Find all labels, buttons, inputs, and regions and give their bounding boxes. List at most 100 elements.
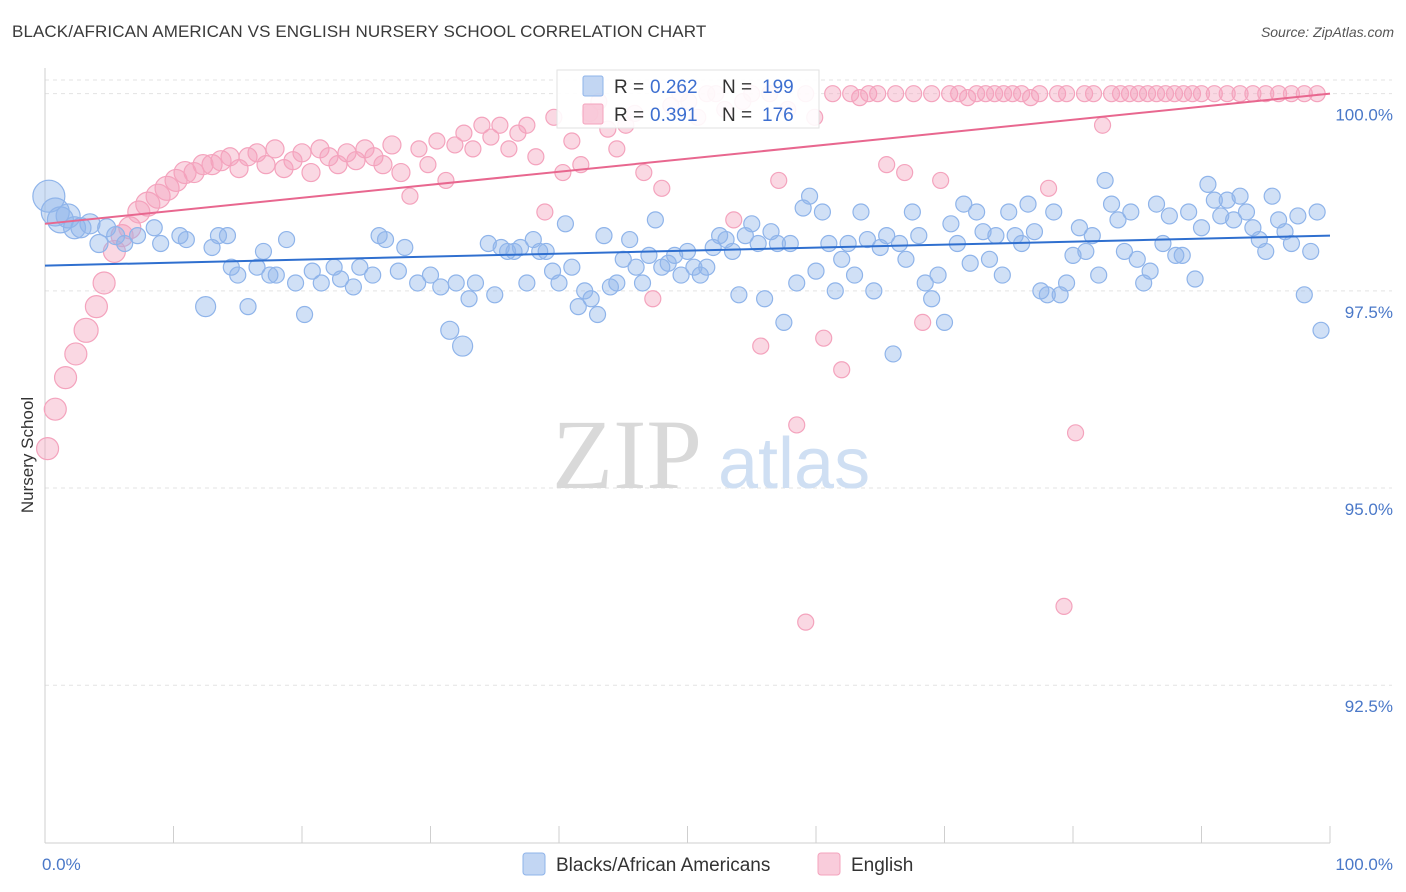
blacks-point <box>1128 250 1146 268</box>
blacks-point <box>440 320 460 340</box>
blacks-point <box>486 286 504 304</box>
axes <box>44 68 1331 844</box>
blacks-point <box>621 230 639 249</box>
legend-r-value-1: 0.262 <box>650 77 698 98</box>
blacks-point <box>595 227 613 245</box>
english-point <box>464 140 482 158</box>
blacks-point <box>1122 203 1140 221</box>
legend-label-blacks: Blacks/African Americans <box>556 855 770 876</box>
blacks-point <box>195 296 217 318</box>
english-point <box>878 156 896 174</box>
english-point <box>653 179 671 197</box>
x-tick-label: 0.0% <box>42 855 81 874</box>
y-tick-label: 97.5% <box>1345 303 1393 322</box>
blacks-point <box>1225 211 1243 229</box>
blacks-point <box>1295 286 1313 304</box>
english-point <box>959 89 977 107</box>
english-point <box>896 163 914 182</box>
english-point <box>473 116 491 134</box>
blacks-point <box>633 274 652 292</box>
blacks-point <box>852 203 870 221</box>
blacks-point <box>396 238 414 257</box>
blacks-trend-line <box>44 234 1331 267</box>
blacks-point <box>447 274 465 292</box>
english-point <box>527 148 545 166</box>
blacks-point <box>1115 242 1134 261</box>
blacks-point <box>968 203 986 221</box>
blacks-point <box>376 230 395 249</box>
english-point <box>1093 116 1112 134</box>
blacks-point <box>1199 175 1217 193</box>
blacks-point <box>813 203 832 221</box>
english-point <box>482 128 500 146</box>
english-point <box>1039 179 1058 197</box>
blacks-point <box>116 234 134 253</box>
blacks-point <box>903 203 921 221</box>
blacks-point <box>800 187 819 205</box>
english-point <box>1183 85 1202 103</box>
english-point <box>1147 85 1166 103</box>
english-point <box>797 613 815 631</box>
blacks-point <box>177 230 195 249</box>
blacks-point <box>152 234 170 253</box>
blacks-point <box>1212 207 1230 225</box>
english-point <box>1192 85 1211 103</box>
blacks-point <box>1025 223 1044 241</box>
blacks-point <box>145 219 163 237</box>
blacks-point <box>556 215 575 233</box>
blacks-point <box>1218 191 1236 209</box>
blacks-point <box>1312 321 1330 339</box>
y-tick-label: 95.0% <box>1345 500 1393 519</box>
blacks-point <box>531 242 549 261</box>
blacks-point <box>364 266 382 284</box>
english-point <box>842 85 860 103</box>
english-point <box>373 155 393 175</box>
blacks-point <box>1289 207 1307 225</box>
english-point <box>1048 85 1067 103</box>
english-point <box>1021 89 1040 107</box>
english-point <box>1111 85 1130 103</box>
english-point <box>725 211 743 229</box>
blacks-point <box>569 298 587 316</box>
english-trend-line <box>44 92 1331 225</box>
blacks-point <box>1167 246 1185 264</box>
english-point <box>410 140 428 158</box>
y-axis-label: Nursery School <box>18 397 37 513</box>
blacks-point <box>640 246 658 264</box>
blacks-point <box>755 290 774 308</box>
english-point <box>183 161 205 184</box>
blacks-point <box>627 258 645 276</box>
blacks-point <box>845 266 864 284</box>
legend-n-value-1: 199 <box>762 77 794 98</box>
blacks-point <box>890 234 909 253</box>
blacks-point <box>929 266 947 284</box>
legend-swatch-english <box>582 103 604 125</box>
blacks-point <box>1263 187 1281 205</box>
english-point <box>428 132 446 150</box>
blacks-point <box>218 227 237 245</box>
watermark-zip: ZIP <box>552 399 702 510</box>
blacks-point <box>935 313 954 332</box>
blacks-point <box>749 234 767 253</box>
english-point <box>905 85 923 103</box>
blacks-point <box>248 258 266 276</box>
blacks-points <box>32 171 1330 363</box>
blacks-point <box>743 215 761 233</box>
english-point <box>635 163 653 182</box>
english-point <box>265 139 285 159</box>
y-tick-labels: 100.0% 97.5% 95.0% 92.5% <box>1335 106 1393 717</box>
english-point <box>995 85 1013 103</box>
english-points <box>35 85 1326 631</box>
blacks-point <box>775 313 793 332</box>
blacks-point <box>409 274 427 292</box>
watermark: ZIP atlas <box>552 399 870 510</box>
blacks-point <box>267 266 285 284</box>
series-legend: Blacks/African Americans English <box>522 852 913 876</box>
blacks-point <box>1109 211 1127 229</box>
english-point <box>860 85 878 103</box>
blacks-point <box>1302 242 1320 261</box>
blacks-point <box>1237 203 1256 221</box>
english-point <box>301 162 321 183</box>
legend-n-label-1: N = <box>722 77 752 98</box>
blacks-point <box>923 290 941 308</box>
